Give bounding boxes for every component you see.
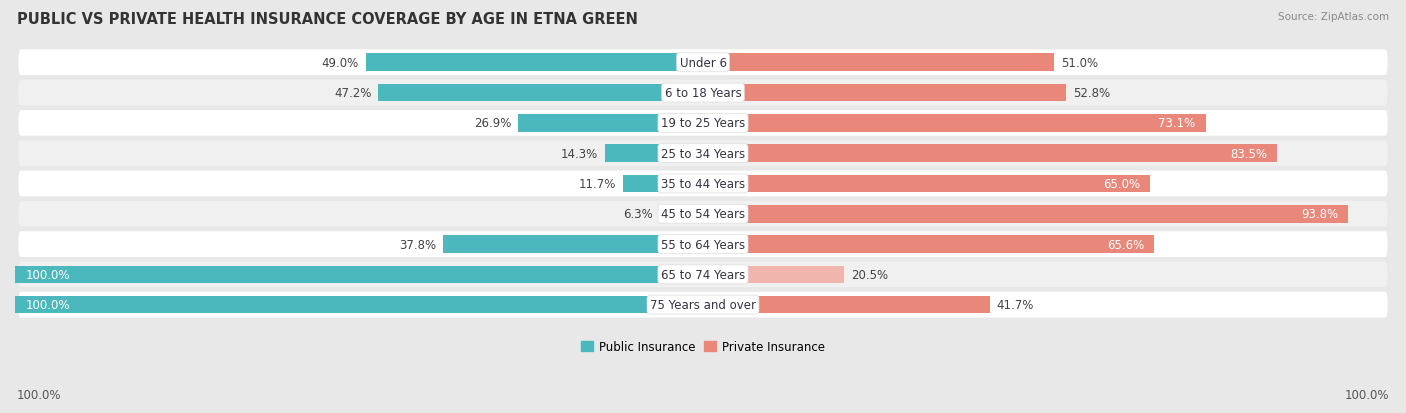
Bar: [703, 266, 844, 283]
FancyBboxPatch shape: [18, 50, 1388, 76]
Bar: [605, 145, 703, 163]
Text: 25 to 34 Years: 25 to 34 Years: [661, 147, 745, 160]
Text: 45 to 54 Years: 45 to 54 Years: [661, 208, 745, 221]
Text: 11.7%: 11.7%: [578, 178, 616, 190]
Bar: [703, 175, 1150, 193]
Text: 51.0%: 51.0%: [1060, 57, 1098, 70]
Text: 93.8%: 93.8%: [1301, 208, 1339, 221]
Bar: [703, 85, 1066, 102]
Bar: [623, 175, 703, 193]
Text: 75 Years and over: 75 Years and over: [650, 299, 756, 311]
Text: Source: ZipAtlas.com: Source: ZipAtlas.com: [1278, 12, 1389, 22]
Bar: [378, 85, 703, 102]
Text: 55 to 64 Years: 55 to 64 Years: [661, 238, 745, 251]
Text: 52.8%: 52.8%: [1073, 87, 1111, 100]
Bar: [703, 236, 1154, 253]
Text: 65 to 74 Years: 65 to 74 Years: [661, 268, 745, 281]
FancyBboxPatch shape: [18, 111, 1388, 136]
Bar: [703, 55, 1054, 72]
FancyBboxPatch shape: [18, 141, 1388, 166]
Bar: [443, 236, 703, 253]
FancyBboxPatch shape: [18, 202, 1388, 227]
Bar: [517, 115, 703, 132]
Text: 26.9%: 26.9%: [474, 117, 510, 130]
FancyBboxPatch shape: [18, 262, 1388, 287]
Text: 41.7%: 41.7%: [997, 299, 1035, 311]
FancyBboxPatch shape: [18, 292, 1388, 318]
FancyBboxPatch shape: [18, 232, 1388, 257]
Text: 6.3%: 6.3%: [623, 208, 652, 221]
FancyBboxPatch shape: [18, 171, 1388, 197]
Bar: [15, 266, 703, 283]
Text: 65.6%: 65.6%: [1107, 238, 1144, 251]
Text: 14.3%: 14.3%: [561, 147, 598, 160]
Bar: [703, 145, 1278, 163]
Text: 100.0%: 100.0%: [25, 268, 70, 281]
Bar: [703, 296, 990, 313]
Text: 73.1%: 73.1%: [1159, 117, 1195, 130]
Bar: [366, 55, 703, 72]
Text: 35 to 44 Years: 35 to 44 Years: [661, 178, 745, 190]
Bar: [703, 205, 1348, 223]
Text: PUBLIC VS PRIVATE HEALTH INSURANCE COVERAGE BY AGE IN ETNA GREEN: PUBLIC VS PRIVATE HEALTH INSURANCE COVER…: [17, 12, 638, 27]
FancyBboxPatch shape: [18, 81, 1388, 106]
Text: 6 to 18 Years: 6 to 18 Years: [665, 87, 741, 100]
Text: Under 6: Under 6: [679, 57, 727, 70]
Text: 19 to 25 Years: 19 to 25 Years: [661, 117, 745, 130]
Text: 49.0%: 49.0%: [322, 57, 359, 70]
Text: 100.0%: 100.0%: [1344, 388, 1389, 401]
Bar: [703, 115, 1206, 132]
Bar: [15, 296, 703, 313]
Text: 100.0%: 100.0%: [17, 388, 62, 401]
Bar: [659, 205, 703, 223]
Text: 37.8%: 37.8%: [399, 238, 436, 251]
Text: 83.5%: 83.5%: [1230, 147, 1267, 160]
Text: 47.2%: 47.2%: [335, 87, 371, 100]
Text: 20.5%: 20.5%: [851, 268, 889, 281]
Legend: Public Insurance, Private Insurance: Public Insurance, Private Insurance: [576, 335, 830, 358]
Text: 100.0%: 100.0%: [25, 299, 70, 311]
Text: 65.0%: 65.0%: [1102, 178, 1140, 190]
